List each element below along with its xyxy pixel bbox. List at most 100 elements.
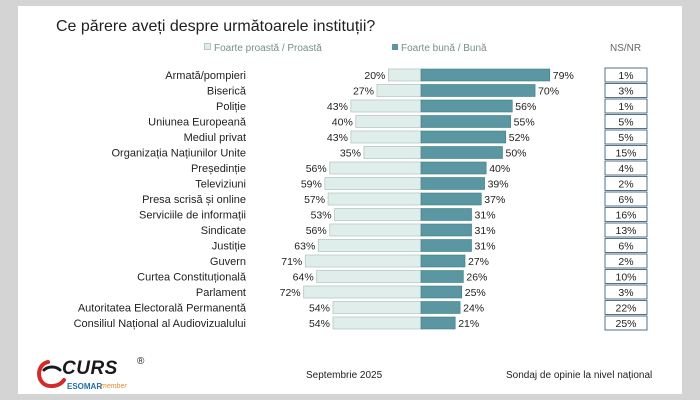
- value-label-positive: 37%: [484, 194, 505, 206]
- category-label: Sindicate: [201, 225, 246, 237]
- value-label-ns: 2%: [618, 256, 633, 268]
- bar-negative: [304, 254, 422, 268]
- ns-cell: [604, 176, 648, 191]
- ns-cell: [604, 207, 648, 222]
- value-label-negative: 56%: [306, 163, 327, 175]
- category-label: Președinție: [191, 163, 246, 175]
- category-label: Consiliul Național al Audiovizualului: [74, 318, 246, 330]
- value-label-positive: 25%: [465, 287, 486, 299]
- value-label-ns: 4%: [618, 163, 633, 175]
- bar-negative: [327, 192, 422, 206]
- category-label: Presa scrisă și online: [142, 194, 246, 206]
- value-label-positive: 56%: [515, 101, 536, 113]
- bar-positive: [420, 270, 464, 283]
- bar-positive: [420, 301, 461, 314]
- bar-negative: [334, 208, 422, 221]
- bar-negative: [303, 285, 422, 299]
- bar-positive: [420, 99, 513, 113]
- value-label-positive: 39%: [488, 179, 509, 191]
- value-label-positive: 70%: [538, 86, 559, 98]
- bar-positive: [420, 130, 507, 144]
- bar-positive: [420, 223, 472, 237]
- value-label-positive: 24%: [463, 303, 484, 315]
- value-label-ns: 2%: [618, 179, 633, 191]
- footer-note: Sondaj de opinie la nivel național: [506, 370, 653, 381]
- bar-positive: [420, 239, 472, 252]
- category-label: Biserică: [207, 86, 247, 98]
- value-label-ns: 3%: [618, 287, 633, 299]
- ns-column-header: NS/NR: [610, 43, 642, 54]
- ns-cell: [604, 98, 648, 114]
- value-label-ns: 1%: [618, 70, 633, 82]
- logo-registered-mark: ®: [137, 356, 145, 367]
- category-label: Armată/pompieri: [165, 70, 246, 82]
- ns-cell: [604, 238, 648, 253]
- bar-positive: [420, 192, 482, 206]
- category-label: Curtea Constituțională: [137, 272, 247, 284]
- chart-title: Ce părere aveți despre următoarele insti…: [56, 18, 376, 35]
- bar-negative: [387, 68, 422, 82]
- value-label-ns: 1%: [618, 101, 633, 113]
- value-label-negative: 20%: [364, 70, 385, 82]
- legend-positive-swatch: [392, 44, 398, 50]
- ns-cell: [604, 269, 648, 284]
- value-label-negative: 43%: [327, 101, 348, 113]
- value-label-positive: 26%: [466, 272, 487, 284]
- value-label-ns: 3%: [618, 86, 633, 98]
- ns-cell: [604, 114, 648, 129]
- value-label-positive: 31%: [475, 241, 496, 253]
- logo-brand: CURS: [62, 358, 118, 379]
- value-label-positive: 31%: [475, 210, 496, 222]
- legend-positive-label: Foarte bună / Bună: [401, 43, 487, 54]
- legend-negative-swatch: [204, 43, 211, 50]
- logo-member: member: [101, 383, 127, 390]
- bar-negative: [350, 130, 422, 144]
- ns-cell: [604, 222, 648, 238]
- value-label-negative: 35%: [340, 148, 361, 160]
- value-label-negative: 72%: [280, 287, 301, 299]
- category-label: Organizația Națiunilor Unite: [111, 148, 246, 160]
- legend-positive: Foarte bună / Bună: [392, 43, 487, 54]
- value-label-ns: 6%: [618, 194, 633, 206]
- category-label: Mediul privat: [184, 132, 246, 144]
- value-label-negative: 40%: [332, 117, 353, 129]
- value-label-negative: 71%: [281, 256, 302, 268]
- bar-negative: [355, 115, 422, 128]
- value-label-ns: 13%: [615, 225, 636, 237]
- curs-logo-icon: [37, 360, 66, 389]
- ns-cell: [604, 253, 648, 269]
- bar-negative: [332, 316, 422, 330]
- value-label-negative: 63%: [294, 241, 315, 253]
- ns-cell: [604, 191, 648, 207]
- category-label: Parlament: [196, 287, 246, 299]
- value-label-ns: 6%: [618, 241, 633, 253]
- bar-positive: [420, 84, 536, 97]
- value-label-ns: 10%: [615, 272, 636, 284]
- ns-cell: [604, 315, 648, 331]
- value-label-negative: 54%: [309, 318, 330, 330]
- value-label-positive: 40%: [489, 163, 510, 175]
- bar-positive: [420, 177, 485, 190]
- bar-negative: [316, 270, 422, 283]
- category-label: Serviciile de informații: [139, 210, 246, 222]
- logo-esomar: ESOMAR: [67, 382, 103, 391]
- category-label: Televiziuni: [195, 179, 246, 191]
- bar-negative: [376, 84, 422, 97]
- bar-negative: [332, 301, 422, 314]
- value-label-positive: 31%: [475, 225, 496, 237]
- value-label-negative: 43%: [327, 132, 348, 144]
- category-label: Poliție: [216, 101, 246, 113]
- bar-negative: [317, 239, 422, 252]
- ns-cell: [604, 129, 648, 145]
- bar-positive: [420, 285, 463, 299]
- bar-negative: [329, 161, 422, 175]
- bar-positive: [420, 161, 487, 175]
- category-label: Uniunea Europeană: [148, 117, 247, 129]
- value-label-ns: 5%: [618, 117, 633, 129]
- bar-negative: [329, 223, 422, 237]
- bar-positive: [420, 316, 456, 330]
- ns-cell: [604, 83, 648, 98]
- legend-negative: Foarte proastă / Proastă: [204, 43, 322, 54]
- category-label: Justiție: [212, 241, 246, 253]
